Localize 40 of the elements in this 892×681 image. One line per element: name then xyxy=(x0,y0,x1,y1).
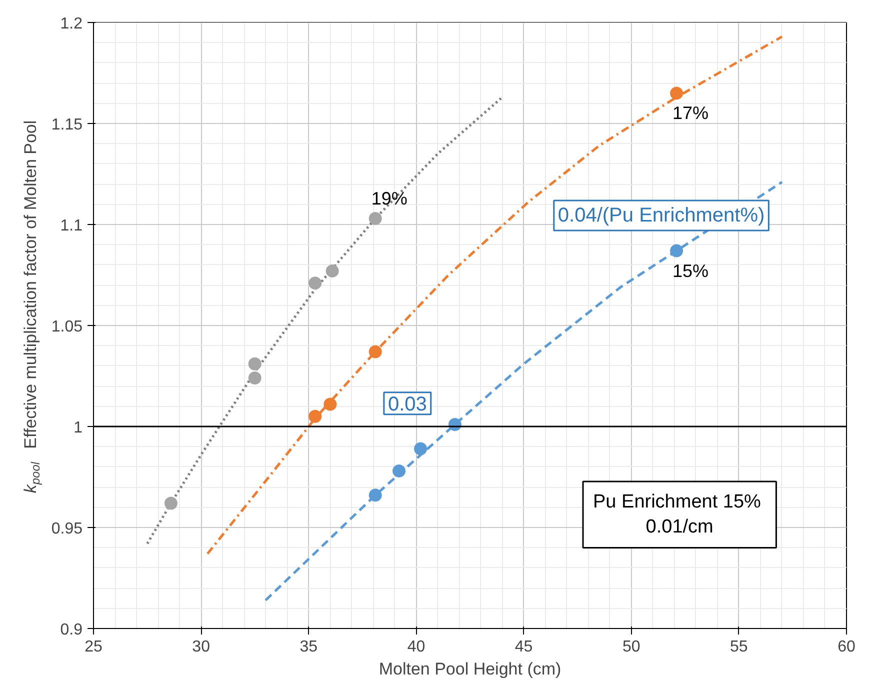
series-label: 17% xyxy=(672,103,709,124)
y-axis-title: kpool Effective multiplication factor of Molten Pool xyxy=(21,120,42,494)
y-tick-label: 1.05 xyxy=(51,318,83,336)
x-tick-label: 25 xyxy=(84,638,102,656)
y-tick-label: 1 xyxy=(74,420,83,436)
point xyxy=(670,244,684,258)
y-tick-label: 1.2 xyxy=(60,16,83,32)
line-series xyxy=(264,180,784,602)
series-label: 19% xyxy=(371,188,408,208)
point xyxy=(248,357,262,370)
line-series xyxy=(146,96,504,545)
point xyxy=(308,410,322,423)
x-tick-label: 30 xyxy=(192,638,210,656)
point xyxy=(368,488,382,502)
y-tick-label: 1.15 xyxy=(51,116,83,134)
annotation: 0.04/(Pu Enrichment%) xyxy=(558,204,765,227)
x-tick-label: 60 xyxy=(838,638,856,656)
x-tick-label: 35 xyxy=(300,638,318,656)
point xyxy=(324,398,337,411)
annotation: Pu Enrichment 15% 0.01/cm xyxy=(593,492,762,538)
point xyxy=(368,345,382,358)
y-tick-label: 0.95 xyxy=(51,520,83,538)
y-tick-label: 0.9 xyxy=(60,622,83,638)
y-tick-label: 1.1 xyxy=(60,218,83,234)
x-tick-label: 40 xyxy=(407,638,426,656)
x-axis-title: Molten Pool Height (cm) xyxy=(378,660,562,678)
point xyxy=(670,86,684,100)
point xyxy=(392,464,406,478)
point xyxy=(164,496,178,510)
x-tick-label: 45 xyxy=(514,638,533,656)
line-series xyxy=(206,35,784,556)
x-tick-label: 50 xyxy=(622,638,640,656)
series-label: 15% xyxy=(672,260,709,281)
point xyxy=(414,442,428,456)
point xyxy=(368,212,382,225)
x-tick-label: 55 xyxy=(730,638,748,656)
point xyxy=(308,276,322,290)
point xyxy=(326,264,339,278)
point xyxy=(248,372,262,385)
annotation: 0.03 xyxy=(388,393,427,416)
